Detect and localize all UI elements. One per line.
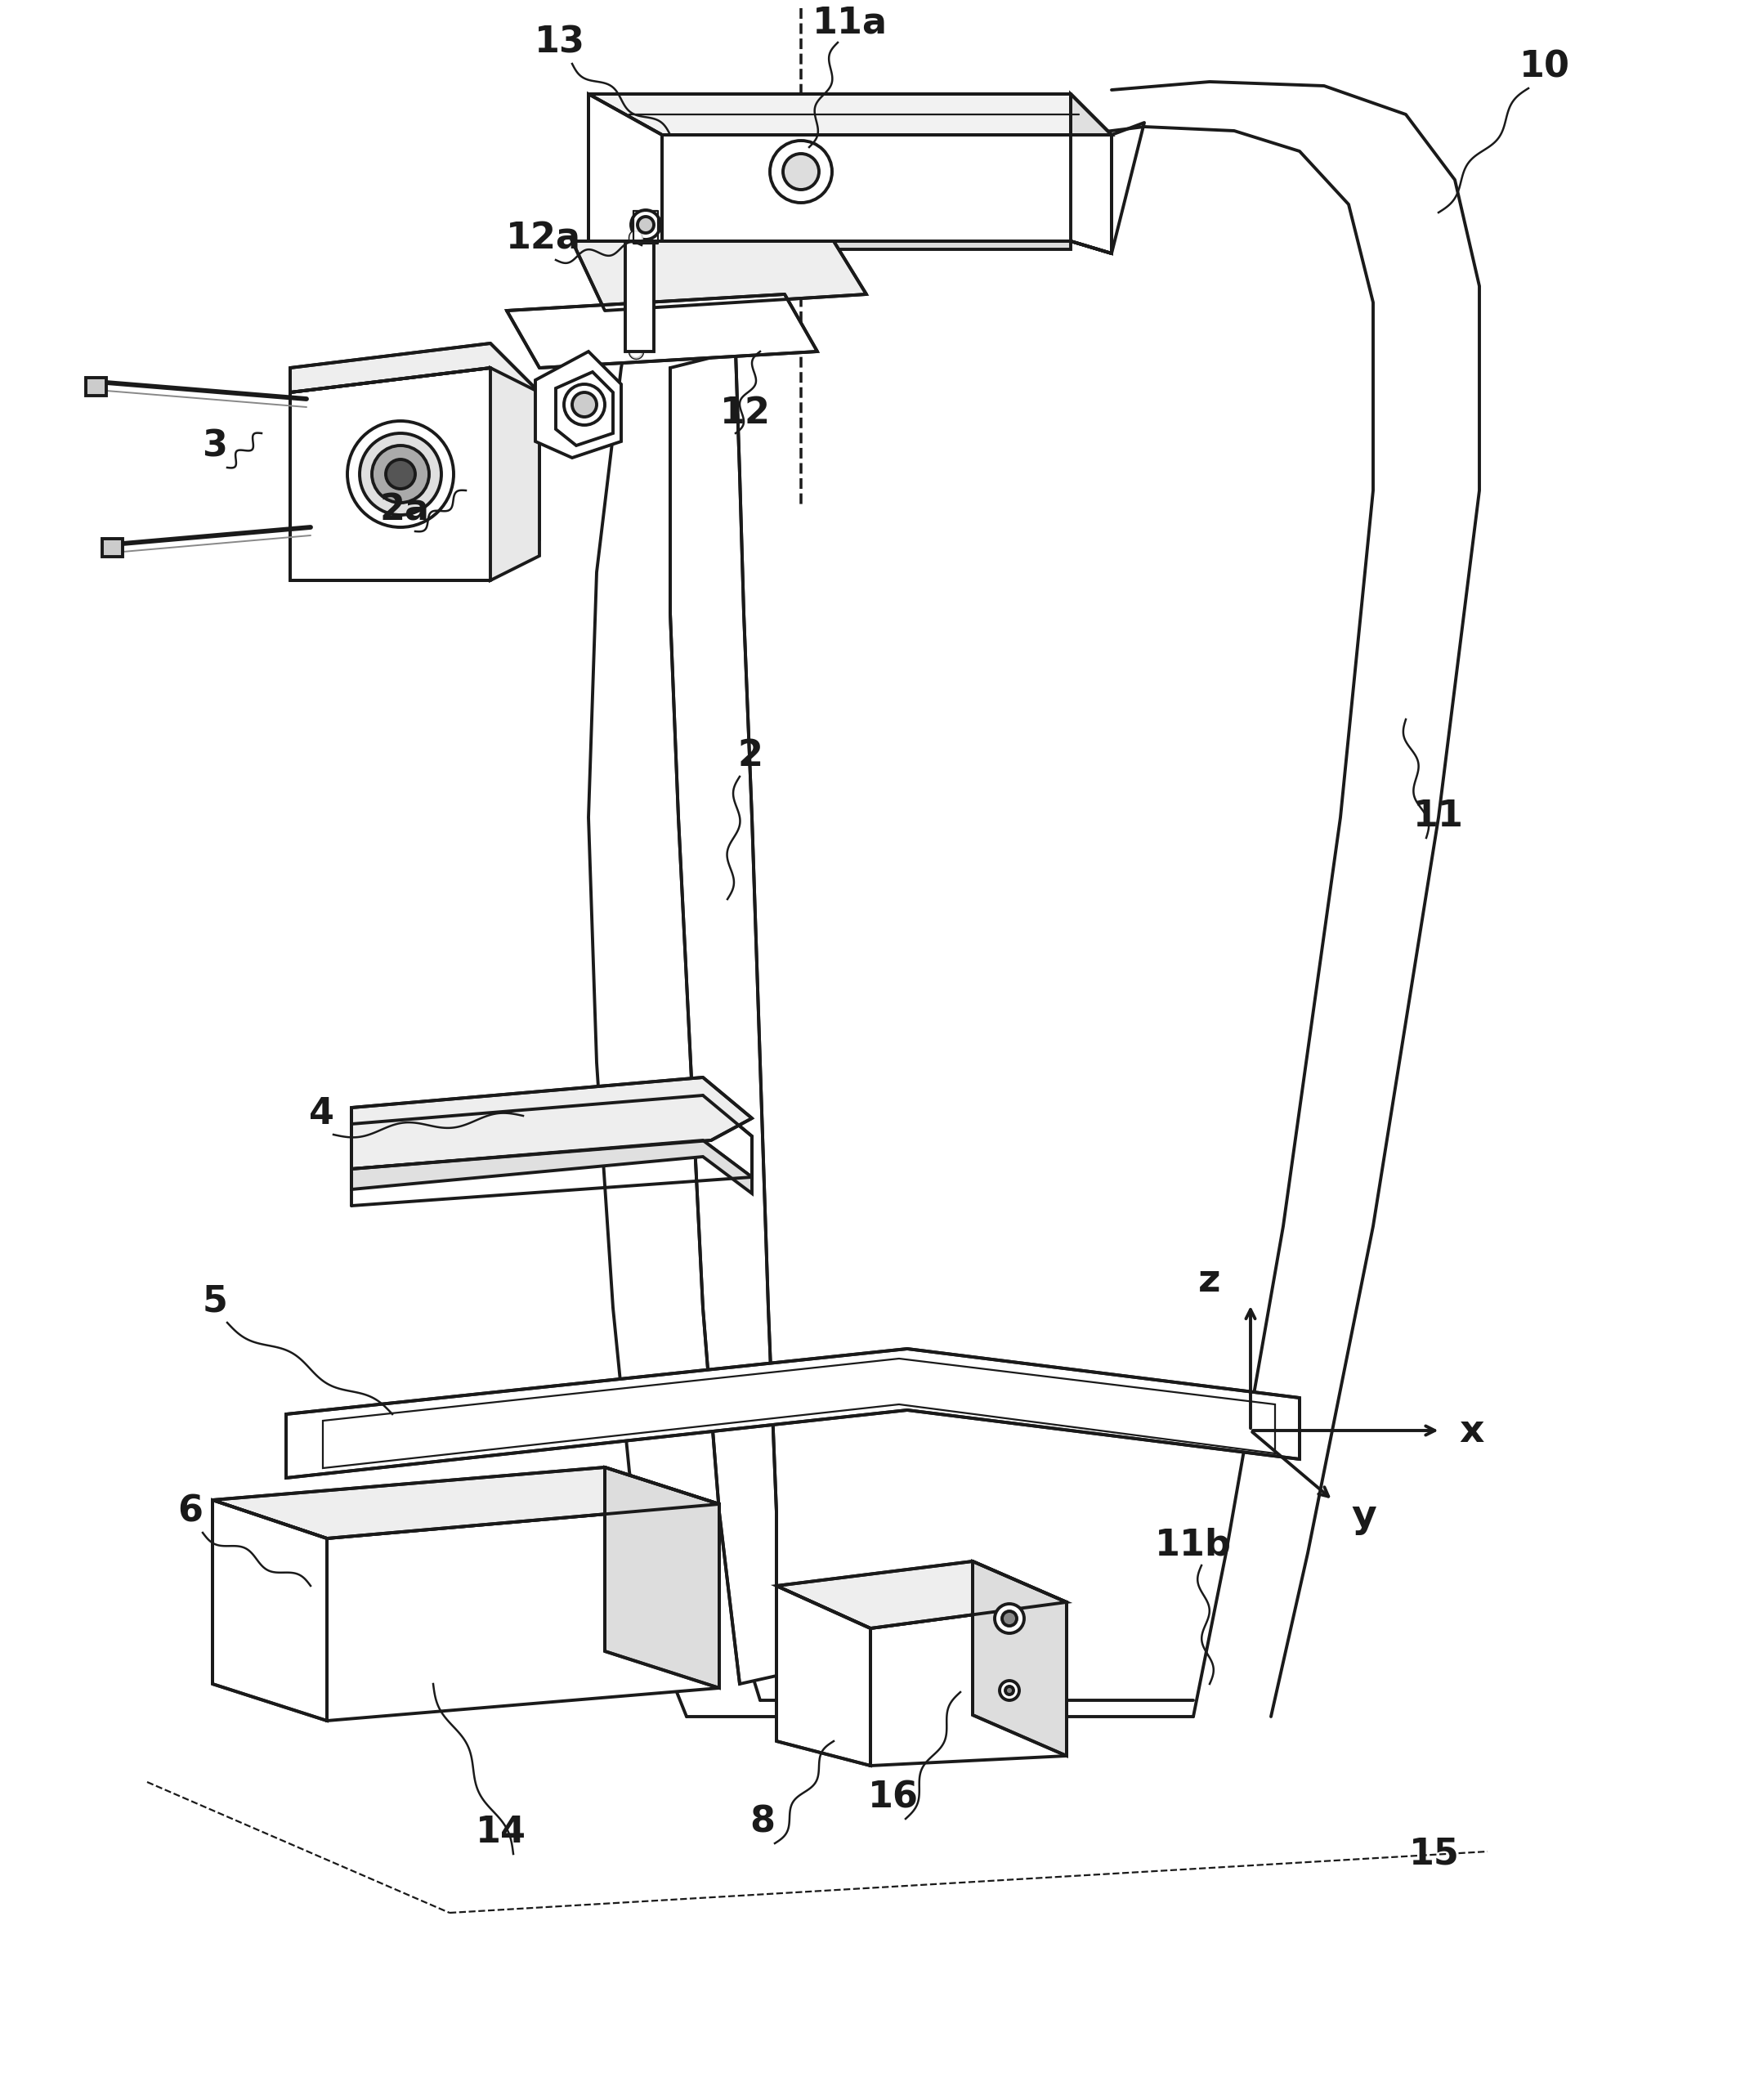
Polygon shape <box>289 342 540 418</box>
Text: 8: 8 <box>751 1804 775 1840</box>
Text: 3: 3 <box>202 428 228 464</box>
Circle shape <box>995 1604 1024 1634</box>
Polygon shape <box>351 1096 752 1178</box>
Text: 11a: 11a <box>812 6 888 40</box>
Text: 5: 5 <box>202 1283 228 1319</box>
Circle shape <box>770 141 831 204</box>
Polygon shape <box>286 1348 1300 1478</box>
Polygon shape <box>556 372 612 445</box>
Text: x: x <box>1459 1413 1484 1451</box>
Text: 12a: 12a <box>505 220 581 256</box>
Polygon shape <box>589 242 1070 250</box>
Text: 14: 14 <box>475 1814 526 1850</box>
Text: 15: 15 <box>1408 1835 1459 1871</box>
Text: 11: 11 <box>1414 798 1465 834</box>
Circle shape <box>1000 1680 1019 1701</box>
Text: 11b: 11b <box>1154 1527 1231 1562</box>
Text: 10: 10 <box>1519 50 1570 84</box>
Text: 2: 2 <box>738 737 763 773</box>
Text: y: y <box>1351 1497 1377 1535</box>
Polygon shape <box>535 351 621 458</box>
Polygon shape <box>605 1468 719 1688</box>
Polygon shape <box>351 1140 752 1193</box>
Circle shape <box>347 420 454 527</box>
Circle shape <box>572 393 596 418</box>
Polygon shape <box>1070 94 1112 254</box>
Circle shape <box>637 216 654 233</box>
Polygon shape <box>491 368 540 580</box>
Polygon shape <box>212 1499 326 1720</box>
Polygon shape <box>102 540 123 556</box>
Polygon shape <box>212 1468 719 1539</box>
Polygon shape <box>589 94 1112 134</box>
Circle shape <box>565 384 605 424</box>
Circle shape <box>386 460 416 489</box>
Polygon shape <box>351 1077 752 1170</box>
Polygon shape <box>777 1586 870 1766</box>
Text: 2a: 2a <box>379 493 430 527</box>
Text: 16: 16 <box>868 1781 919 1814</box>
Circle shape <box>372 445 430 502</box>
Circle shape <box>360 433 442 514</box>
Circle shape <box>782 153 819 189</box>
Polygon shape <box>86 378 107 395</box>
Polygon shape <box>624 242 654 351</box>
Polygon shape <box>661 134 1112 254</box>
Polygon shape <box>870 1602 1066 1766</box>
Text: 13: 13 <box>535 25 586 61</box>
Polygon shape <box>507 294 817 367</box>
Text: 12: 12 <box>721 395 770 430</box>
Polygon shape <box>326 1504 719 1720</box>
Polygon shape <box>572 242 866 311</box>
Circle shape <box>631 210 661 239</box>
Circle shape <box>1002 1611 1017 1625</box>
Polygon shape <box>289 368 540 580</box>
Polygon shape <box>973 1560 1066 1756</box>
Polygon shape <box>777 1560 1066 1628</box>
Text: 4: 4 <box>309 1096 333 1132</box>
Polygon shape <box>323 1359 1275 1468</box>
Polygon shape <box>670 351 777 1684</box>
Circle shape <box>1005 1686 1014 1695</box>
Text: z: z <box>1198 1262 1221 1300</box>
Polygon shape <box>589 94 661 242</box>
Text: 6: 6 <box>177 1493 203 1529</box>
